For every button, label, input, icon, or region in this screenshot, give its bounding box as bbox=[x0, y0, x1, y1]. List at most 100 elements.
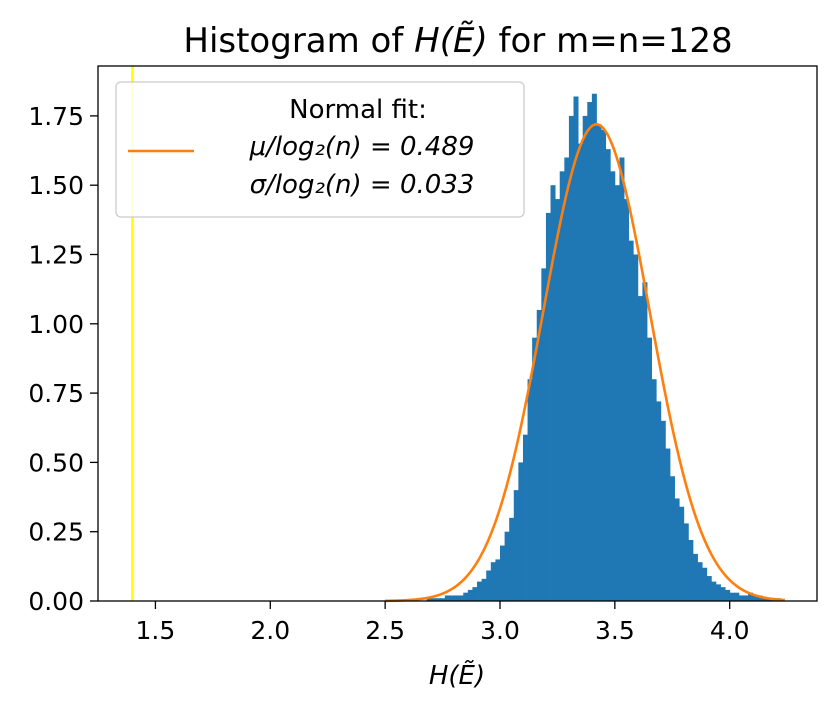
x-tick-label: 1.5 bbox=[136, 616, 176, 645]
y-tick-label: 1.25 bbox=[28, 240, 84, 269]
histogram-bar bbox=[692, 553, 698, 601]
legend-header: Normal fit: bbox=[289, 95, 427, 125]
histogram-bar bbox=[706, 576, 712, 601]
x-axis-ticks: 1.5 2.0 2.5 3.0 3.5 4.0 bbox=[136, 601, 750, 645]
y-axis-ticks: 0.00 0.25 0.50 0.75 1.00 1.25 1.50 1.75 bbox=[28, 102, 98, 616]
histogram-bar bbox=[748, 592, 754, 601]
histogram-bar bbox=[738, 595, 744, 601]
chart-title-text: Histogram of bbox=[183, 21, 414, 61]
legend-box bbox=[115, 81, 525, 218]
histogram-bar bbox=[596, 124, 602, 601]
histogram-bar bbox=[720, 587, 726, 601]
histogram-bar bbox=[642, 282, 648, 601]
histogram-bar bbox=[743, 595, 749, 601]
histogram-bar bbox=[647, 337, 653, 601]
histogram-bar bbox=[573, 96, 579, 602]
histogram-bar bbox=[490, 562, 496, 601]
histogram-bar bbox=[688, 540, 694, 601]
histogram-bar bbox=[509, 517, 515, 601]
histogram-bar bbox=[674, 498, 680, 601]
histogram-bar bbox=[660, 420, 666, 601]
histogram-bar bbox=[637, 296, 643, 601]
histogram-bar bbox=[504, 531, 510, 601]
histogram-bar bbox=[550, 185, 556, 601]
histogram-bar bbox=[624, 199, 630, 601]
histogram-bar bbox=[440, 598, 446, 601]
y-tick-label: 1.00 bbox=[28, 310, 84, 339]
plot-frame bbox=[97, 65, 818, 602]
histogram-bar bbox=[444, 595, 450, 601]
x-tick-label: 3.0 bbox=[480, 616, 520, 645]
y-tick-label: 0.75 bbox=[28, 379, 84, 408]
x-tick-label: 3.5 bbox=[595, 616, 635, 645]
histogram-bar bbox=[532, 337, 538, 601]
histogram-bar bbox=[472, 587, 478, 601]
histogram-bar bbox=[431, 598, 437, 601]
histogram-bar bbox=[757, 595, 763, 601]
histogram-bar bbox=[683, 523, 689, 601]
y-tick-label: 1.50 bbox=[28, 171, 84, 200]
legend: Normal fit: μ/log₂(n) = 0.489 σ/log₂(n) … bbox=[115, 81, 525, 218]
histogram-bar bbox=[614, 185, 620, 601]
histogram-bar bbox=[477, 581, 483, 601]
histogram-bar bbox=[463, 592, 469, 601]
histogram-bar bbox=[499, 545, 505, 601]
histogram-bar bbox=[545, 212, 551, 601]
histogram-bar bbox=[665, 448, 671, 601]
histogram-bar bbox=[518, 462, 524, 601]
histogram-bar bbox=[587, 102, 593, 602]
histogram-bar bbox=[679, 506, 685, 601]
y-tick-label: 0.50 bbox=[28, 448, 84, 477]
chart-title: Histogram of H(Ẽ) for m=n=128 bbox=[183, 21, 732, 61]
histogram-bar bbox=[527, 379, 533, 601]
histogram-bar bbox=[582, 115, 588, 602]
normal-fit-curve bbox=[385, 123, 785, 603]
histogram-bar bbox=[633, 254, 639, 601]
histogram-bar bbox=[711, 581, 717, 601]
x-tick-label: 2.0 bbox=[250, 616, 290, 645]
chart-title-math: H(Ẽ) bbox=[414, 21, 488, 61]
histogram-bar bbox=[481, 578, 487, 601]
histogram-bar bbox=[752, 595, 758, 601]
y-tick-label: 1.75 bbox=[28, 102, 84, 131]
histogram-bar bbox=[541, 268, 547, 601]
y-tick-label: 0.00 bbox=[28, 587, 84, 616]
x-tick-label: 4.0 bbox=[710, 616, 750, 645]
histogram-bar bbox=[435, 598, 441, 601]
legend-sigma-entry: σ/log₂(n) = 0.033 bbox=[250, 170, 475, 200]
histogram-bar bbox=[467, 589, 473, 601]
x-tick-label: 2.5 bbox=[365, 616, 405, 645]
histogram-bar bbox=[555, 199, 561, 601]
histogram-bar bbox=[702, 567, 708, 601]
histogram-bar bbox=[564, 157, 570, 601]
histogram-bar bbox=[426, 598, 432, 601]
histogram-bar bbox=[536, 309, 542, 601]
x-axis-label: H(Ẽ) bbox=[429, 659, 485, 691]
histogram-bar bbox=[454, 595, 460, 601]
histogram-bar bbox=[605, 149, 611, 601]
histogram-bar bbox=[628, 240, 634, 601]
histogram-bar bbox=[610, 171, 616, 601]
histogram-bar bbox=[656, 401, 662, 601]
legend-mu-entry: μ/log₂(n) = 0.489 bbox=[249, 132, 475, 162]
histogram-bar bbox=[449, 595, 455, 601]
histogram-bar bbox=[486, 570, 492, 601]
histogram-bars bbox=[426, 93, 781, 602]
histogram-bar bbox=[734, 592, 740, 601]
histogram-bar bbox=[522, 434, 528, 601]
y-tick-label: 0.25 bbox=[28, 518, 84, 547]
histogram-bar bbox=[495, 559, 501, 601]
histogram-bar bbox=[697, 562, 703, 601]
chart-title-suffix: for m=n=128 bbox=[488, 21, 733, 61]
histogram-bar bbox=[761, 598, 767, 601]
histogram-bar bbox=[729, 592, 735, 601]
histogram-bar bbox=[591, 93, 597, 601]
histogram-bar bbox=[725, 589, 731, 601]
histogram-bar bbox=[669, 476, 675, 601]
histogram-bar bbox=[619, 157, 625, 601]
histogram-bar bbox=[601, 129, 607, 601]
histogram-bar bbox=[458, 595, 464, 601]
histogram-bar bbox=[513, 490, 519, 601]
histogram-bar bbox=[559, 171, 565, 601]
